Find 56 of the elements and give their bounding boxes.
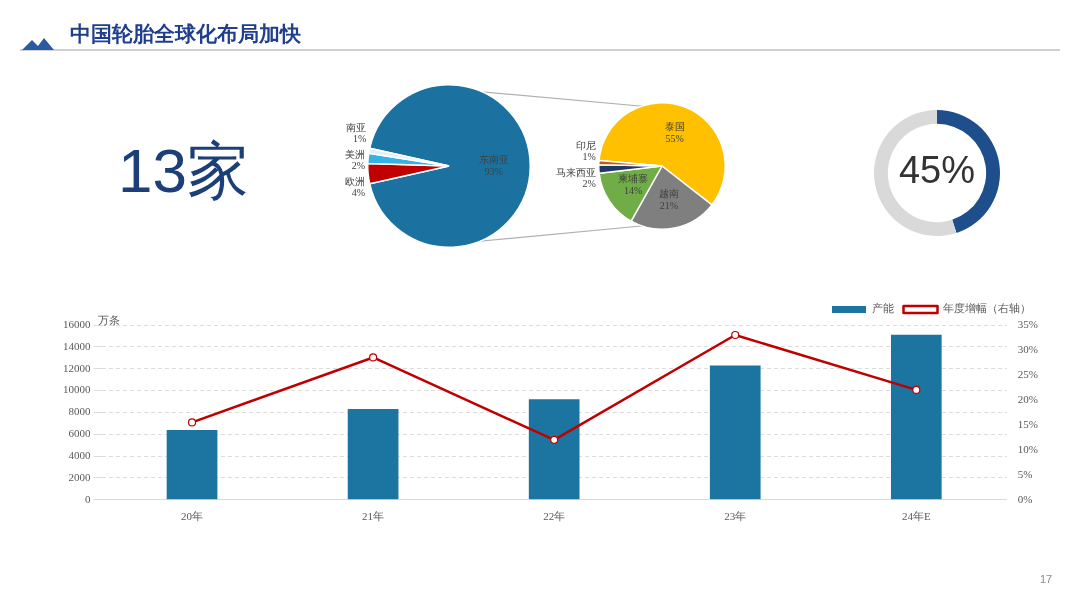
slice-label: 欧洲 (345, 176, 366, 188)
slice-label: 东南亚 (478, 153, 509, 165)
data-label: 21% (659, 199, 679, 211)
x-tick-label: 23年 (724, 510, 747, 523)
slice-label: 马来西亚 (555, 167, 596, 179)
slice-label: 泰国 (664, 121, 685, 133)
point (731, 330, 740, 340)
legend-label: 产能 (871, 302, 894, 315)
legend-label: 年度增幅（右轴） (943, 302, 1031, 315)
y-tick-label: 10000 (63, 383, 91, 396)
bar (890, 334, 942, 500)
y-tick-label: 12000 (63, 361, 91, 374)
data-label: 2% (582, 178, 596, 190)
x-tick-label: 24年E (901, 510, 931, 523)
point (369, 353, 378, 362)
bar (528, 399, 580, 500)
y-tick-label: 0 (85, 492, 91, 505)
data-label: 1% (352, 133, 367, 145)
y-tick-label: 14000 (63, 339, 91, 352)
y-tick-label: 8000 (68, 405, 91, 418)
text: 中国轮胎全球化布局加快 (70, 21, 301, 47)
data-label: 93% (484, 165, 503, 177)
y2-tick-label: 10% (1017, 442, 1039, 455)
x-tick-label: 22年 (543, 510, 566, 523)
point (912, 385, 921, 395)
text: 17 (1040, 573, 1053, 585)
y2-tick-label: 20% (1017, 392, 1039, 405)
y-tick-label: 4000 (68, 448, 91, 461)
y2-tick-label: 35% (1017, 317, 1039, 330)
data-label: 1% (582, 151, 596, 163)
data-label: 14% (623, 184, 643, 196)
y-tick-label: 2000 (68, 470, 91, 483)
data-label: 45% (898, 149, 976, 192)
y-axis-title: 万条 (97, 314, 120, 327)
y2-tick-label: 5% (1017, 467, 1033, 480)
point (187, 418, 197, 427)
bar (347, 409, 399, 500)
y-tick-label: 16000 (63, 317, 91, 330)
bar (166, 429, 218, 500)
y2-tick-label: 0% (1017, 492, 1033, 505)
data-label: 2% (351, 160, 366, 172)
bar (709, 365, 761, 500)
point (550, 435, 559, 444)
slice-label: 柬埔寨 (618, 172, 649, 184)
y2-tick-label: 15% (1017, 417, 1039, 430)
y2-tick-label: 30% (1017, 342, 1039, 355)
slice-label: 南亚 (346, 122, 367, 134)
slice-label: 印尼 (575, 140, 596, 152)
slice-label: 美洲 (345, 149, 366, 161)
x-tick-label: 20年 (181, 510, 204, 523)
y2-tick-label: 25% (1017, 367, 1039, 380)
data-label: 4% (351, 187, 366, 199)
text: 13家 (118, 136, 249, 205)
data-label: 55% (665, 133, 684, 145)
y-tick-label: 6000 (68, 427, 91, 440)
x-tick-label: 21年 (362, 510, 385, 523)
